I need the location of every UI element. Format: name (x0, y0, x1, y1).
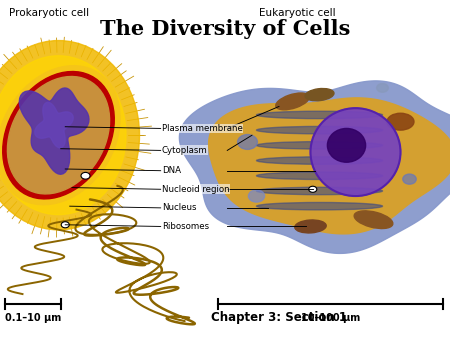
Text: Nucleoid region: Nucleoid region (162, 185, 230, 194)
Ellipse shape (295, 220, 326, 233)
Text: Eukaryotic cell: Eukaryotic cell (259, 8, 335, 19)
Polygon shape (35, 102, 73, 148)
Ellipse shape (354, 211, 393, 228)
Ellipse shape (310, 108, 400, 196)
Polygon shape (209, 98, 450, 234)
Ellipse shape (256, 187, 382, 195)
Text: Plasma membrane: Plasma membrane (162, 124, 243, 133)
Ellipse shape (276, 93, 309, 110)
Circle shape (377, 83, 388, 92)
Ellipse shape (0, 66, 120, 205)
Ellipse shape (0, 56, 126, 215)
Text: Cytoplasm: Cytoplasm (162, 146, 208, 155)
Text: Chapter 3: Section 1: Chapter 3: Section 1 (211, 312, 347, 324)
Ellipse shape (305, 89, 334, 101)
Text: Nucleus: Nucleus (162, 203, 197, 212)
Text: The Diversity of Cells: The Diversity of Cells (100, 19, 350, 39)
Polygon shape (180, 81, 450, 254)
Circle shape (81, 172, 90, 179)
Circle shape (248, 190, 265, 202)
Text: Prokaryotic cell: Prokaryotic cell (9, 8, 89, 19)
Ellipse shape (256, 126, 382, 134)
Ellipse shape (256, 142, 382, 149)
Ellipse shape (256, 202, 382, 210)
Ellipse shape (0, 41, 140, 230)
Text: 0.1–10 μm: 0.1–10 μm (4, 313, 61, 323)
Ellipse shape (387, 113, 414, 130)
Ellipse shape (256, 172, 382, 179)
Text: 10–100 μm: 10–100 μm (301, 313, 360, 323)
Polygon shape (19, 88, 89, 174)
Ellipse shape (328, 128, 365, 162)
Ellipse shape (256, 111, 382, 119)
Text: DNA: DNA (162, 166, 181, 175)
Circle shape (238, 135, 257, 149)
Text: Ribosomes: Ribosomes (162, 222, 209, 231)
Ellipse shape (7, 76, 110, 194)
Circle shape (309, 186, 317, 192)
Circle shape (61, 222, 69, 228)
Ellipse shape (3, 72, 114, 199)
Circle shape (403, 174, 416, 184)
Ellipse shape (256, 157, 382, 164)
